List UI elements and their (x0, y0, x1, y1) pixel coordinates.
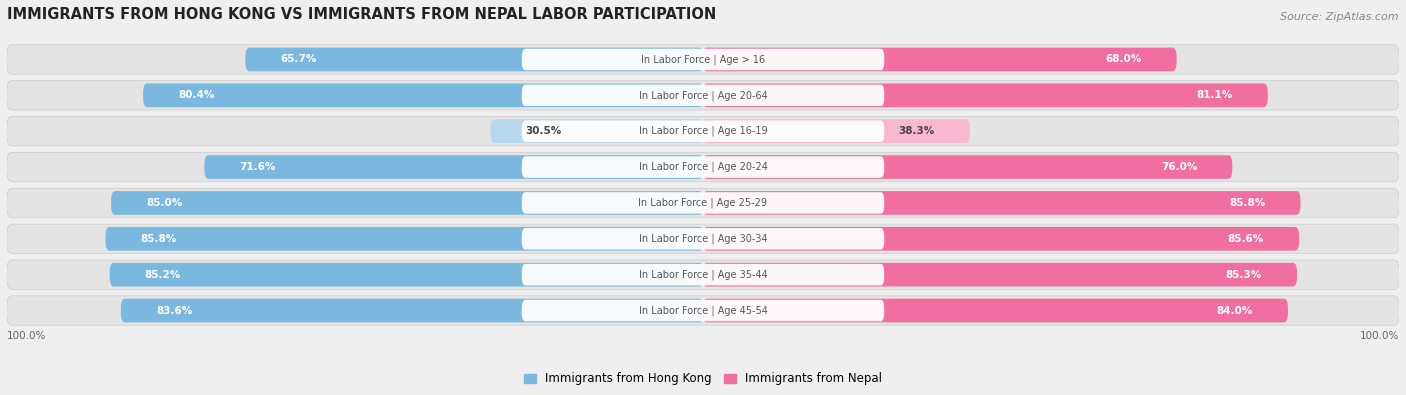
Text: IMMIGRANTS FROM HONG KONG VS IMMIGRANTS FROM NEPAL LABOR PARTICIPATION: IMMIGRANTS FROM HONG KONG VS IMMIGRANTS … (7, 7, 716, 22)
FancyBboxPatch shape (703, 299, 1288, 322)
Text: In Labor Force | Age 30-34: In Labor Force | Age 30-34 (638, 233, 768, 244)
FancyBboxPatch shape (7, 81, 1399, 110)
FancyBboxPatch shape (522, 85, 884, 106)
Text: In Labor Force | Age > 16: In Labor Force | Age > 16 (641, 54, 765, 65)
FancyBboxPatch shape (111, 191, 703, 215)
FancyBboxPatch shape (105, 227, 703, 251)
Text: In Labor Force | Age 16-19: In Labor Force | Age 16-19 (638, 126, 768, 136)
FancyBboxPatch shape (121, 299, 703, 322)
Text: In Labor Force | Age 35-44: In Labor Force | Age 35-44 (638, 269, 768, 280)
FancyBboxPatch shape (7, 224, 1399, 254)
Text: 83.6%: 83.6% (156, 305, 193, 316)
FancyBboxPatch shape (522, 300, 884, 321)
FancyBboxPatch shape (703, 83, 1268, 107)
Legend: Immigrants from Hong Kong, Immigrants from Nepal: Immigrants from Hong Kong, Immigrants fr… (520, 369, 886, 389)
FancyBboxPatch shape (522, 192, 884, 214)
FancyBboxPatch shape (7, 45, 1399, 74)
Text: In Labor Force | Age 20-24: In Labor Force | Age 20-24 (638, 162, 768, 172)
Text: In Labor Force | Age 20-64: In Labor Force | Age 20-64 (638, 90, 768, 101)
FancyBboxPatch shape (522, 156, 884, 178)
Text: Source: ZipAtlas.com: Source: ZipAtlas.com (1281, 12, 1399, 22)
Text: 68.0%: 68.0% (1105, 55, 1142, 64)
FancyBboxPatch shape (703, 155, 1232, 179)
FancyBboxPatch shape (7, 296, 1399, 325)
FancyBboxPatch shape (522, 49, 884, 70)
Text: 85.8%: 85.8% (1229, 198, 1265, 208)
Text: 38.3%: 38.3% (898, 126, 935, 136)
FancyBboxPatch shape (703, 191, 1301, 215)
FancyBboxPatch shape (7, 260, 1399, 290)
FancyBboxPatch shape (246, 48, 703, 71)
Text: 85.2%: 85.2% (145, 270, 181, 280)
Text: 30.5%: 30.5% (526, 126, 562, 136)
FancyBboxPatch shape (204, 155, 703, 179)
FancyBboxPatch shape (110, 263, 703, 286)
FancyBboxPatch shape (522, 228, 884, 250)
FancyBboxPatch shape (703, 263, 1296, 286)
FancyBboxPatch shape (7, 188, 1399, 218)
Text: 80.4%: 80.4% (179, 90, 215, 100)
Text: 81.1%: 81.1% (1197, 90, 1233, 100)
Text: 85.8%: 85.8% (141, 234, 177, 244)
FancyBboxPatch shape (522, 264, 884, 286)
FancyBboxPatch shape (143, 83, 703, 107)
Text: 100.0%: 100.0% (1360, 331, 1399, 341)
Text: 84.0%: 84.0% (1216, 305, 1253, 316)
FancyBboxPatch shape (491, 119, 703, 143)
FancyBboxPatch shape (703, 227, 1299, 251)
Text: 85.3%: 85.3% (1226, 270, 1263, 280)
FancyBboxPatch shape (7, 152, 1399, 182)
Text: 76.0%: 76.0% (1161, 162, 1197, 172)
Text: 85.6%: 85.6% (1227, 234, 1264, 244)
FancyBboxPatch shape (7, 117, 1399, 146)
Text: 65.7%: 65.7% (280, 55, 316, 64)
FancyBboxPatch shape (703, 48, 1177, 71)
Text: In Labor Force | Age 25-29: In Labor Force | Age 25-29 (638, 198, 768, 208)
FancyBboxPatch shape (703, 119, 970, 143)
FancyBboxPatch shape (522, 120, 884, 142)
Text: 71.6%: 71.6% (239, 162, 276, 172)
Text: 100.0%: 100.0% (7, 331, 46, 341)
Text: 85.0%: 85.0% (146, 198, 183, 208)
Text: In Labor Force | Age 45-54: In Labor Force | Age 45-54 (638, 305, 768, 316)
